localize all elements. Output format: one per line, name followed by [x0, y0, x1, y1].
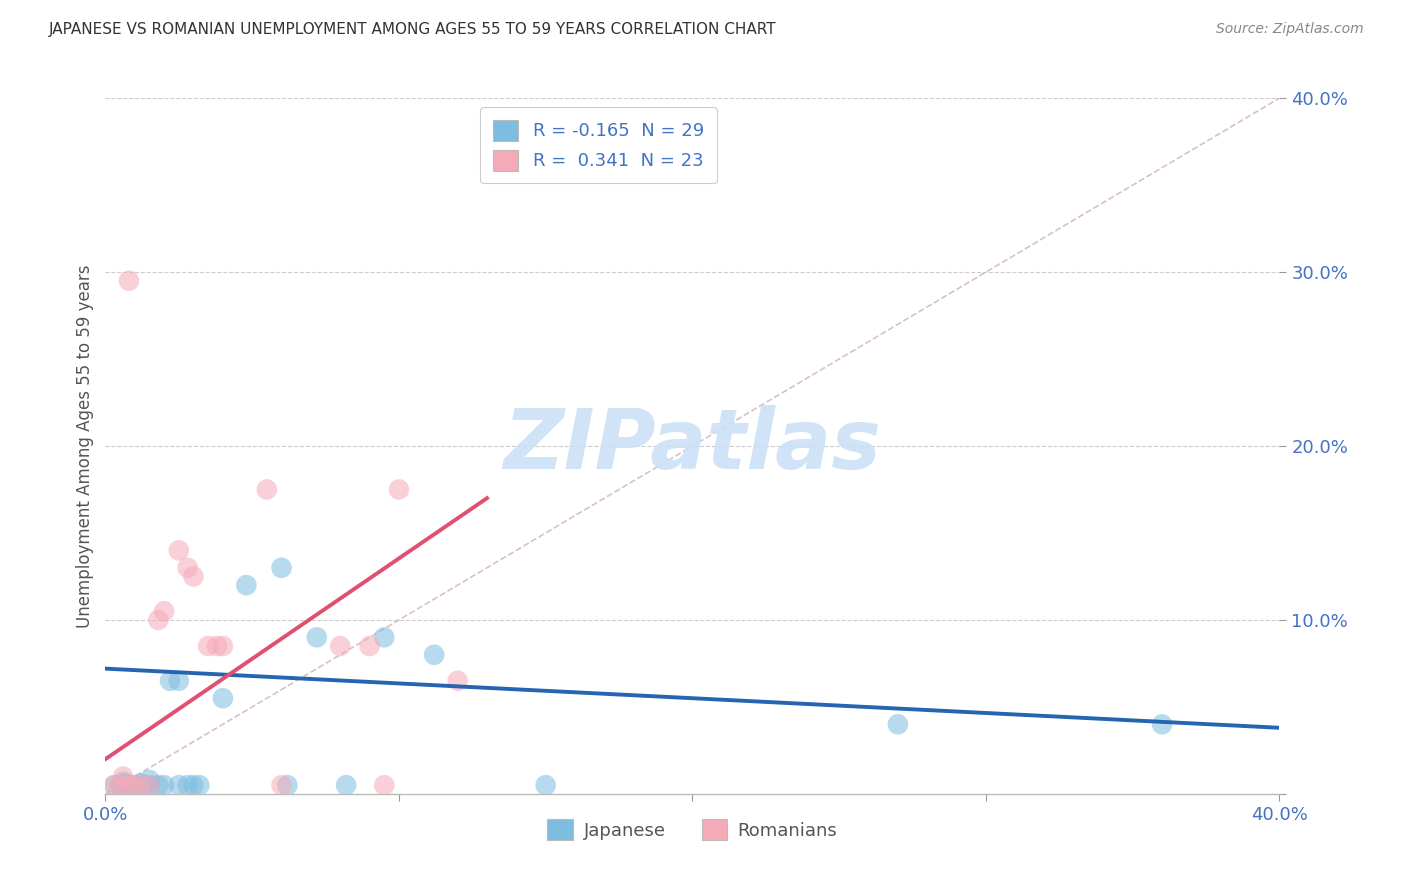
Point: [118, 778, 141, 792]
Point: [211, 691, 233, 706]
Point: [112, 774, 135, 789]
Point: [108, 778, 131, 792]
Point: [129, 778, 152, 792]
Point: [132, 778, 155, 792]
Point: [359, 639, 381, 653]
Point: [153, 778, 176, 792]
Point: [276, 778, 298, 792]
Point: [124, 778, 146, 792]
Point: [118, 781, 141, 796]
Point: [148, 613, 170, 627]
Point: [235, 578, 257, 592]
Point: [423, 648, 446, 662]
Point: [159, 673, 181, 688]
Point: [1150, 717, 1173, 731]
Point: [270, 778, 292, 792]
Point: [176, 778, 198, 792]
Point: [205, 639, 228, 653]
Point: [887, 717, 910, 731]
Point: [124, 778, 146, 792]
Point: [211, 639, 233, 653]
Point: [373, 630, 395, 644]
Point: [148, 778, 170, 792]
Point: [270, 561, 292, 575]
Point: [373, 778, 395, 792]
Point: [103, 778, 125, 792]
Point: [447, 673, 470, 688]
Text: ZIPatlas: ZIPatlas: [503, 406, 882, 486]
Point: [256, 483, 278, 497]
Point: [138, 772, 160, 787]
Point: [388, 483, 411, 497]
Point: [167, 673, 190, 688]
Point: [108, 778, 131, 792]
Point: [183, 569, 205, 583]
Point: [329, 639, 352, 653]
Point: [335, 778, 357, 792]
Point: [103, 778, 125, 792]
Point: [188, 778, 211, 792]
Y-axis label: Unemployment Among Ages 55 to 59 years: Unemployment Among Ages 55 to 59 years: [76, 264, 94, 628]
Point: [153, 604, 176, 618]
Point: [129, 776, 152, 790]
Text: JAPANESE VS ROMANIAN UNEMPLOYMENT AMONG AGES 55 TO 59 YEARS CORRELATION CHART: JAPANESE VS ROMANIAN UNEMPLOYMENT AMONG …: [49, 22, 778, 37]
Point: [167, 543, 190, 558]
Legend: Japanese, Romanians: Japanese, Romanians: [540, 813, 845, 847]
Point: [305, 630, 328, 644]
Text: Source: ZipAtlas.com: Source: ZipAtlas.com: [1216, 22, 1364, 37]
Point: [176, 561, 198, 575]
Point: [112, 769, 135, 784]
Point: [534, 778, 557, 792]
Point: [118, 274, 141, 288]
Point: [115, 776, 138, 790]
Point: [197, 639, 219, 653]
Point: [138, 778, 160, 792]
Point: [138, 778, 160, 792]
Point: [167, 778, 190, 792]
Point: [183, 778, 205, 792]
